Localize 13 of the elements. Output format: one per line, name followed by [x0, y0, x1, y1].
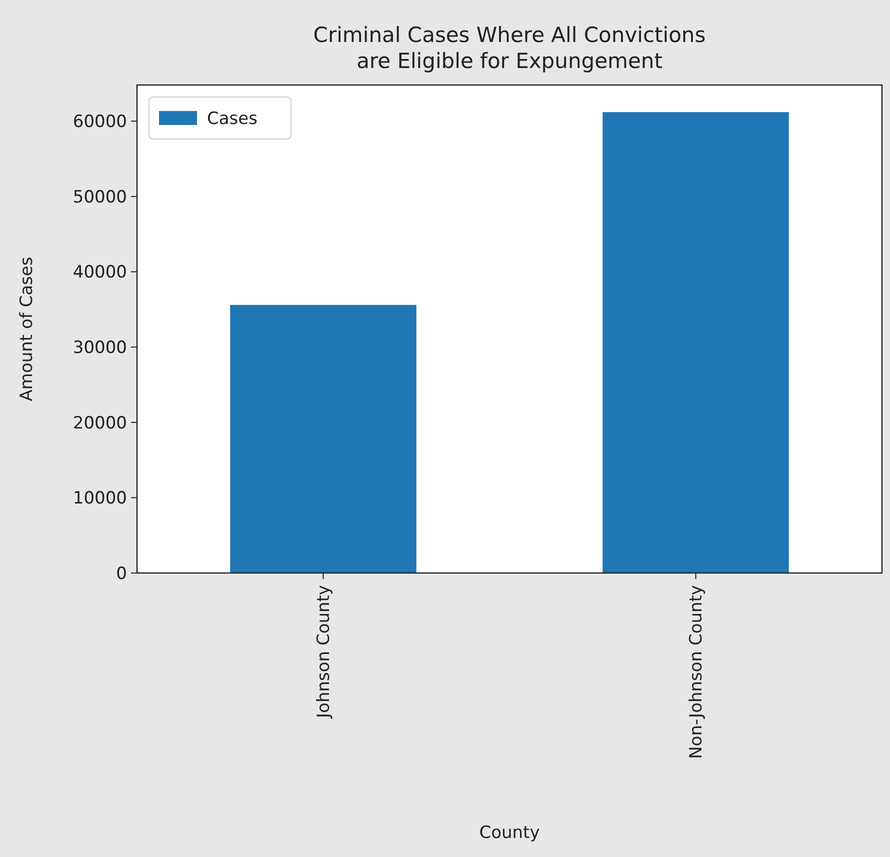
- x-tick-label: Johnson County: [314, 585, 334, 719]
- y-tick-label: 40000: [72, 262, 127, 283]
- y-axis-title: Amount of Cases: [17, 256, 37, 402]
- legend-label: Cases: [207, 108, 258, 129]
- y-tick-label: 0: [116, 564, 127, 584]
- y-tick-label: 50000: [72, 187, 127, 208]
- x-tick-label: Non-Johnson County: [686, 585, 707, 759]
- y-tick-label: 30000: [72, 338, 127, 358]
- chart-title: Criminal Cases Where All Convictions are Eligible for Expungement: [313, 23, 706, 73]
- y-tick-label: 60000: [72, 112, 127, 132]
- y-tick-label: 10000: [72, 488, 127, 509]
- x-axis-title: County: [479, 823, 540, 843]
- y-tick-label: 20000: [72, 413, 127, 434]
